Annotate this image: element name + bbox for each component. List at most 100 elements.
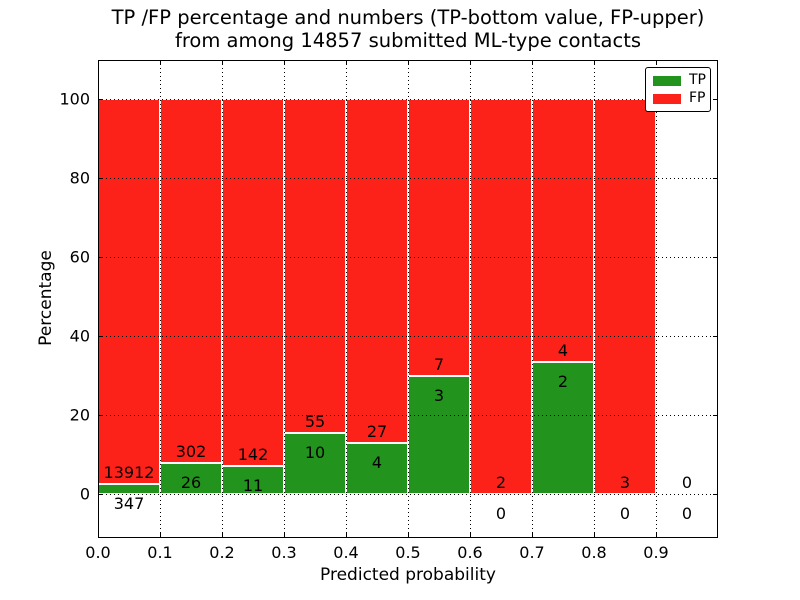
chart-title: TP /FP percentage and numbers (TP-bottom… <box>98 6 718 52</box>
y-tick-mark <box>713 494 718 496</box>
legend-label-tp: TP <box>689 72 706 88</box>
vertical-gridline <box>531 60 533 538</box>
fp-count-label: 27 <box>366 422 388 442</box>
fp-count-label: 13912 <box>103 463 155 483</box>
y-tick-label: 40 <box>69 326 90 346</box>
fp-color-swatch <box>653 93 681 104</box>
x-tick-mark <box>532 60 534 65</box>
x-tick-label: 0.8 <box>581 543 607 562</box>
x-tick-mark <box>470 60 472 65</box>
fp-count-label: 55 <box>304 412 326 432</box>
x-tick-mark <box>346 533 348 538</box>
fp-count-label: 142 <box>237 444 269 464</box>
x-tick-mark <box>222 60 224 65</box>
tp-count-label: 11 <box>242 475 264 495</box>
vertical-gridline <box>407 60 409 538</box>
tp-count-label: 4 <box>371 453 383 473</box>
vertical-gridline <box>159 60 161 538</box>
x-tick-label: 0.0 <box>85 543 111 562</box>
x-tick-mark <box>656 60 658 65</box>
y-tick-mark <box>98 257 103 259</box>
y-tick-mark <box>713 257 718 259</box>
x-tick-mark <box>160 533 162 538</box>
legend-item-tp: TP <box>653 72 710 88</box>
tp-bar-segment <box>284 433 346 494</box>
vertical-gridline <box>655 60 657 538</box>
vertical-gridline <box>283 60 285 538</box>
tp-count-label: 0 <box>495 504 507 523</box>
fp-bar-segment <box>284 99 346 434</box>
y-tick-label: 100 <box>59 89 90 109</box>
tp-color-swatch <box>653 75 681 86</box>
y-tick-label: 60 <box>69 247 90 267</box>
chart-title-line1: TP /FP percentage and numbers (TP-bottom… <box>111 6 705 29</box>
y-tick-mark <box>98 99 103 101</box>
x-tick-mark <box>470 533 472 538</box>
y-tick-mark <box>98 415 103 417</box>
fp-count-label: 4 <box>557 341 569 361</box>
x-tick-label: 0.4 <box>333 543 359 562</box>
x-tick-mark <box>98 60 100 65</box>
fp-count-label: 302 <box>175 441 207 461</box>
legend-item-fp: FP <box>653 91 710 105</box>
tp-bar-segment <box>222 465 284 494</box>
tp-bar-segment <box>532 362 594 494</box>
fp-bar-segment <box>532 99 594 363</box>
y-tick-mark <box>713 99 718 101</box>
x-tick-mark <box>594 60 596 65</box>
x-tick-mark <box>408 60 410 65</box>
x-tick-mark <box>594 533 596 538</box>
x-tick-label: 0.5 <box>395 543 421 562</box>
y-tick-label: 0 <box>79 484 90 504</box>
fp-bar-segment <box>408 99 470 376</box>
x-tick-mark <box>656 533 658 538</box>
x-tick-label: 0.2 <box>209 543 235 562</box>
fp-count-label: 2 <box>495 473 507 492</box>
y-tick-mark <box>713 415 718 417</box>
fp-bar-segment <box>346 99 408 444</box>
x-tick-mark <box>160 60 162 65</box>
x-tick-label: 0.6 <box>457 543 483 562</box>
y-tick-mark <box>98 494 103 496</box>
x-tick-mark <box>98 533 100 538</box>
y-tick-label: 20 <box>69 405 90 425</box>
tp-bar-segment <box>408 375 470 494</box>
tp-bar-segment <box>346 443 408 494</box>
fp-bar-segment <box>470 99 532 494</box>
tp-count-label: 3 <box>433 385 445 405</box>
vertical-gridline <box>345 60 347 538</box>
y-axis-label: Percentage <box>36 250 56 346</box>
x-axis-label: Predicted probability <box>320 565 496 585</box>
x-tick-label: 0.1 <box>147 543 173 562</box>
y-tick-mark <box>713 178 718 180</box>
y-tick-mark <box>98 336 103 338</box>
tp-bar-segment <box>160 462 222 494</box>
vertical-gridline <box>469 60 471 538</box>
x-tick-mark <box>222 533 224 538</box>
x-tick-mark <box>532 533 534 538</box>
x-tick-mark <box>408 533 410 538</box>
tp-count-label: 0 <box>681 504 693 523</box>
y-tick-mark <box>98 178 103 180</box>
y-tick-mark <box>713 336 718 338</box>
tp-count-label: 26 <box>180 472 202 492</box>
y-tick-label: 80 <box>69 168 90 188</box>
vertical-gridline <box>221 60 223 538</box>
x-tick-label: 0.9 <box>643 543 669 562</box>
fp-bar-segment <box>160 99 222 463</box>
x-tick-label: 0.7 <box>519 543 545 562</box>
x-tick-mark <box>346 60 348 65</box>
plot-area: 13912 347 302 26 142 11 55 10 27 4 7 3 2 0 4 2 3 0 0 0 <box>98 60 718 538</box>
fp-bar-segment <box>98 99 160 485</box>
legend: TP FP <box>645 67 711 112</box>
chart-title-line2: from among 14857 submitted ML-type conta… <box>174 29 642 52</box>
fp-bar-segment <box>222 99 284 466</box>
fp-count-label: 3 <box>619 473 631 492</box>
tp-count-label: 0 <box>619 504 631 523</box>
fp-count-label: 0 <box>681 473 693 492</box>
tp-count-label: 10 <box>304 443 326 463</box>
tp-count-label: 2 <box>557 372 569 392</box>
vertical-gridline <box>593 60 595 538</box>
x-tick-mark <box>284 533 286 538</box>
